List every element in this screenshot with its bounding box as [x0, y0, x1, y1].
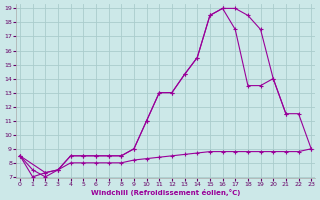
X-axis label: Windchill (Refroidissement éolien,°C): Windchill (Refroidissement éolien,°C): [91, 189, 240, 196]
